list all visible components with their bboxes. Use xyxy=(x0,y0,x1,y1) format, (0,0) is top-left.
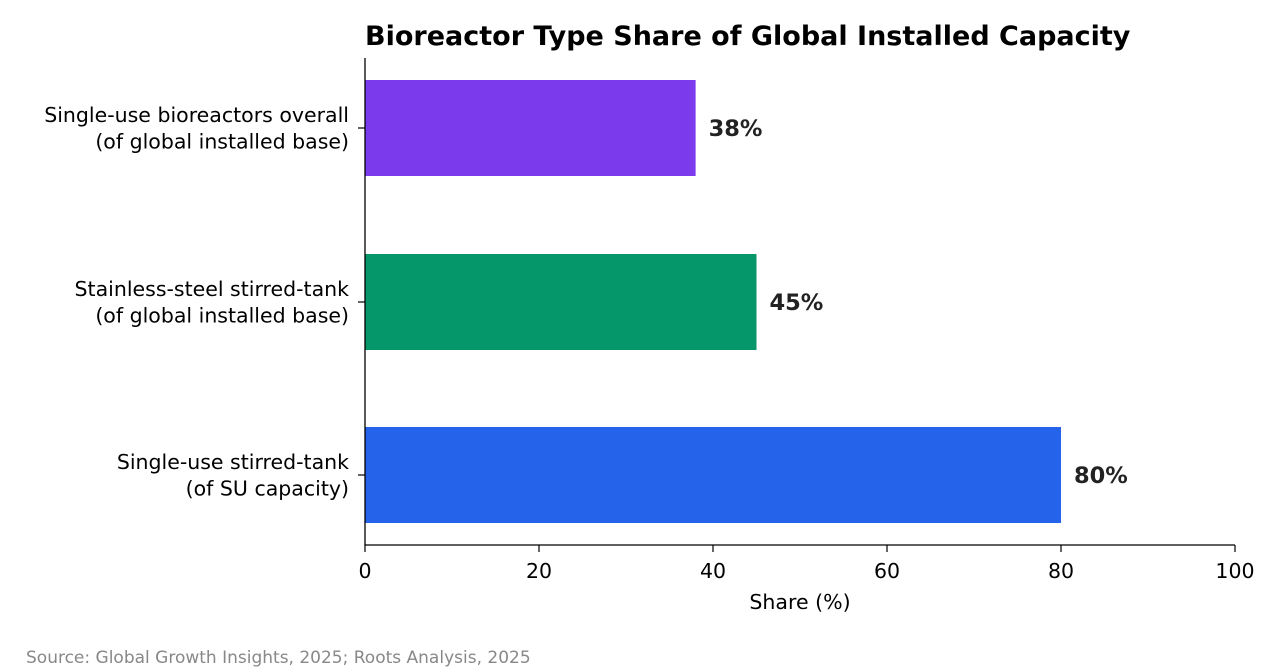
x-ticks-layer: 0 20 40 60 80 100 xyxy=(358,545,1255,583)
x-tick-label-1: 20 xyxy=(526,559,552,583)
category-label-0-line-0: Single-use bioreactors overall xyxy=(44,103,349,127)
chart-title: Bioreactor Type Share of Global Installe… xyxy=(365,21,1131,52)
category-label-1-line-1: (of global installed base) xyxy=(95,303,349,327)
category-label-2-line-0: Single-use stirred-tank xyxy=(117,450,349,474)
bar-1 xyxy=(365,254,757,350)
x-tick-label-2: 40 xyxy=(700,559,726,583)
bar-value-label-2: 80% xyxy=(1074,463,1128,489)
data-labels-layer: 38% 45% 80% xyxy=(709,116,1128,489)
x-tick-label-4: 80 xyxy=(1048,559,1074,583)
bar-value-label-1: 45% xyxy=(770,290,824,316)
x-axis-title: Share (%) xyxy=(749,590,850,614)
category-labels-layer: Single-use bioreactors overall(of global… xyxy=(44,103,349,501)
category-label-2-line-1: (of SU capacity) xyxy=(186,476,349,500)
bar-2 xyxy=(365,427,1061,523)
x-tick-label-0: 0 xyxy=(358,559,371,583)
bars-layer xyxy=(365,80,1061,523)
category-label-1-line-0: Stainless-steel stirred-tank xyxy=(75,277,350,301)
x-tick-label-5: 100 xyxy=(1215,559,1254,583)
x-tick-label-3: 60 xyxy=(874,559,900,583)
bar-value-label-0: 38% xyxy=(709,116,763,142)
category-label-0-line-1: (of global installed base) xyxy=(95,129,349,153)
source-note: Source: Global Growth Insights, 2025; Ro… xyxy=(26,648,531,668)
axes-layer xyxy=(358,58,1235,546)
bar-0 xyxy=(365,80,696,176)
